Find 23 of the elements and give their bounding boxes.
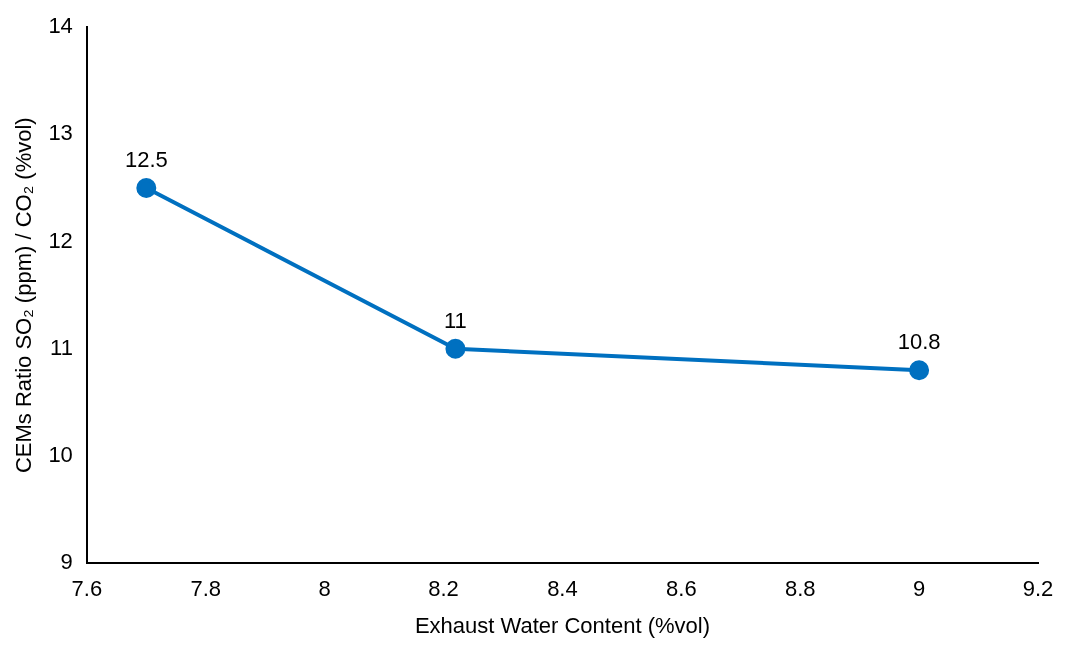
x-tick-label: 8.6 xyxy=(666,576,697,602)
data-label: 11 xyxy=(444,307,467,333)
y-tick-label: 9 xyxy=(60,549,73,575)
y-tick-label: 11 xyxy=(50,334,73,360)
x-tick-label: 8.4 xyxy=(547,576,578,602)
y-tick-label: 12 xyxy=(48,227,73,253)
point xyxy=(909,360,930,381)
y-tick-label: 14 xyxy=(48,13,73,39)
data-label: 12.5 xyxy=(124,147,168,173)
x-tick-label: 7.6 xyxy=(71,576,103,602)
x-tick-label: 9 xyxy=(912,576,926,602)
y-tick-label: 13 xyxy=(48,120,73,146)
point xyxy=(136,178,157,198)
x-tick-label: 7.8 xyxy=(190,576,222,602)
x-tick-label: 9.2 xyxy=(1022,576,1054,602)
x-tick-label: 8 xyxy=(318,576,331,602)
x-tick-label: 8.2 xyxy=(428,576,459,602)
y-tick-label: 10 xyxy=(48,442,73,468)
data-label: 10.8 xyxy=(897,329,941,355)
y-axis-title: CEMs Ratio SO₂ (ppm) / CO₂ (%vol) xyxy=(11,117,37,474)
point xyxy=(445,338,466,359)
x-axis-title: Exhaust Water Content (%vol) xyxy=(414,612,710,638)
x-tick-label: 8.8 xyxy=(784,576,816,602)
